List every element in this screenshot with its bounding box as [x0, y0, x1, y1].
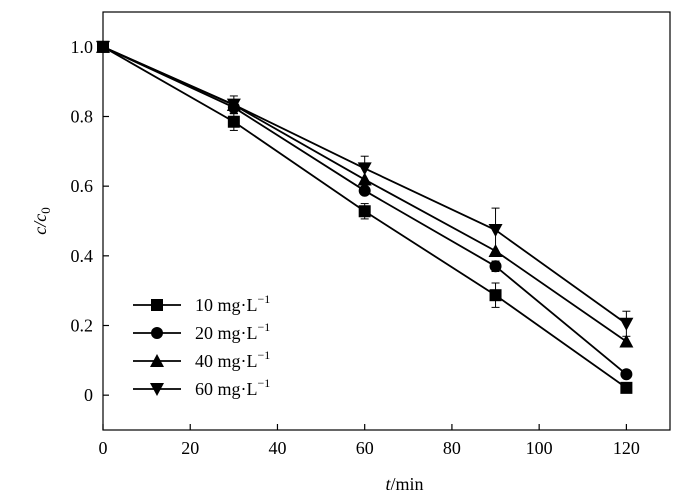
x-axis-label: t/min	[385, 474, 423, 494]
data-point-series-4	[96, 40, 110, 54]
data-point-series-1	[227, 115, 240, 128]
data-point-series-2	[358, 184, 371, 197]
plot-frame	[102, 11, 671, 431]
data-point-series-4	[357, 162, 372, 176]
y-tick-label: 0.2	[71, 316, 94, 336]
legend-label-1: 10 mg·L−1	[195, 292, 270, 315]
legend-marker-2	[151, 327, 163, 339]
data-point-series-3	[619, 334, 634, 348]
x-tick-label: 20	[181, 438, 199, 458]
y-tick-label: 1.0	[71, 37, 94, 57]
data-point-series-4	[619, 317, 634, 331]
data-point-series-2	[489, 260, 502, 273]
data-point-series-4	[488, 224, 503, 238]
legend-label-4: 60 mg·L−1	[195, 376, 270, 399]
legend-marker-4	[150, 383, 164, 396]
x-tick-label: 120	[613, 438, 640, 458]
legend-marker-1	[151, 299, 163, 311]
x-tick-label: 0	[99, 438, 108, 458]
legend-marker-3	[150, 354, 164, 367]
data-point-series-1	[489, 289, 502, 302]
x-tick-label: 100	[526, 438, 553, 458]
x-tick-label: 40	[268, 438, 286, 458]
data-point-series-1	[358, 205, 371, 218]
y-axis-label: c/c0	[30, 207, 53, 234]
x-tick-label: 80	[443, 438, 461, 458]
y-tick-label: 0.6	[71, 176, 94, 196]
y-tick-label: 0.8	[71, 107, 94, 127]
y-tick-label: 0	[84, 385, 93, 405]
data-point-series-4	[226, 98, 241, 112]
legend-label-2: 20 mg·L−1	[195, 320, 270, 343]
y-tick-label: 0.4	[71, 246, 94, 266]
legend-label-3: 40 mg·L−1	[195, 348, 270, 371]
data-point-series-1	[620, 381, 633, 394]
x-tick-label: 60	[356, 438, 374, 458]
data-point-series-2	[620, 368, 633, 381]
